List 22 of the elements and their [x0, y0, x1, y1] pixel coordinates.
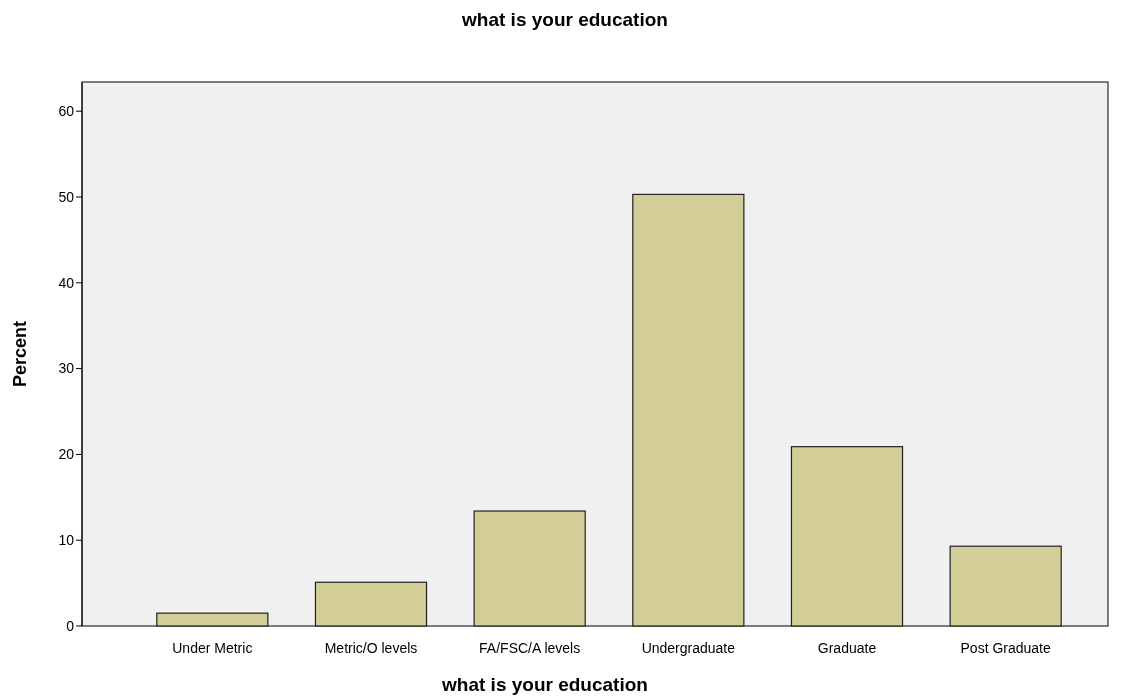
- bar: [473, 510, 586, 627]
- x-tick-label: Post Graduate: [960, 640, 1052, 656]
- y-tick-label: 60: [58, 103, 75, 120]
- x-tick-label: Undergraduate: [641, 640, 736, 656]
- x-tick-label: Under Metric: [172, 640, 253, 656]
- y-tick-label: 0: [66, 617, 75, 634]
- chart-title: what is your education: [461, 9, 668, 30]
- y-tick-label: 10: [58, 532, 75, 549]
- x-tick-label: Graduate: [817, 640, 877, 656]
- bar: [314, 581, 428, 627]
- y-tick-label: 40: [58, 274, 75, 291]
- x-axis-title: what is your education: [441, 674, 648, 695]
- bar: [156, 612, 269, 627]
- y-tick-label: 20: [58, 446, 75, 463]
- y-axis-title: Percent: [10, 320, 30, 388]
- bar: [790, 446, 904, 627]
- y-tick-label: 50: [58, 188, 75, 205]
- y-tick-label: 30: [58, 360, 75, 377]
- x-tick-label: Metric/O levels: [324, 640, 418, 656]
- x-tick-label: FA/FSC/A levels: [479, 640, 581, 656]
- bar: [632, 193, 745, 627]
- bar: [949, 545, 1062, 627]
